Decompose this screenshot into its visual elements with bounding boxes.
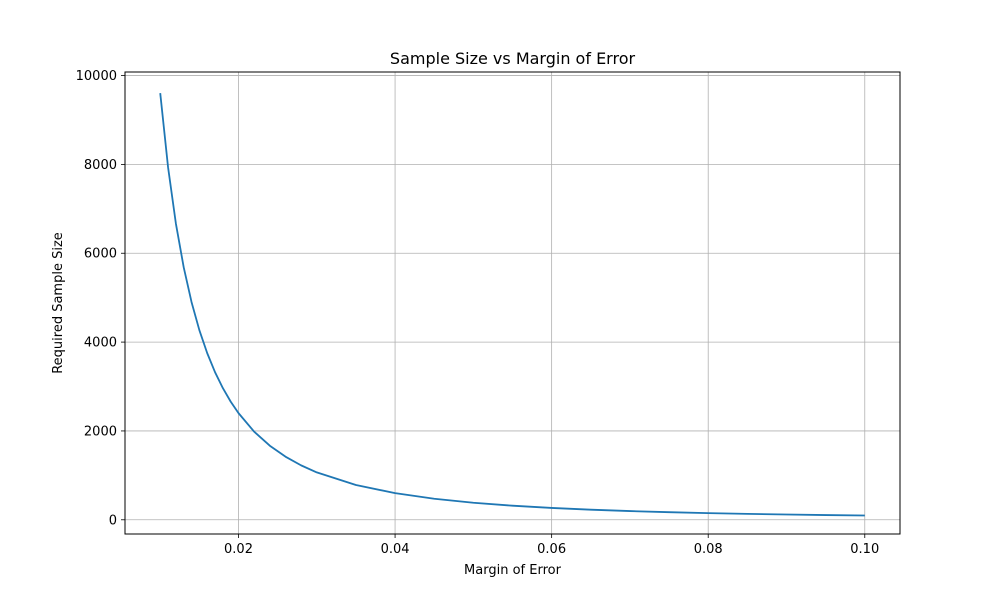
x-tick-label: 0.04 <box>381 542 410 557</box>
x-tick-label: 0.02 <box>224 542 253 557</box>
x-axis-ticks: 0.02 0.04 0.06 0.08 0.10 <box>224 534 879 557</box>
x-tick-label: 0.08 <box>694 542 723 557</box>
y-axis-ticks: 0 2000 4000 6000 8000 10000 <box>76 69 125 528</box>
x-tick-label: 0.06 <box>537 542 566 557</box>
y-tick-label: 10000 <box>76 69 117 84</box>
y-axis-label: Required Sample Size <box>51 232 66 374</box>
series-line <box>159 93 865 517</box>
y-tick-label: 0 <box>109 513 117 528</box>
y-tick-label: 6000 <box>84 247 117 262</box>
x-axis-label: Margin of Error <box>464 563 562 578</box>
y-tick-label: 8000 <box>84 158 117 173</box>
chart-title: Sample Size vs Margin of Error <box>390 49 636 68</box>
series-group <box>159 93 865 517</box>
plot-frame <box>124 71 901 535</box>
x-tick-label: 0.10 <box>850 542 879 557</box>
y-tick-label: 4000 <box>84 336 117 351</box>
y-tick-label: 2000 <box>84 424 117 439</box>
